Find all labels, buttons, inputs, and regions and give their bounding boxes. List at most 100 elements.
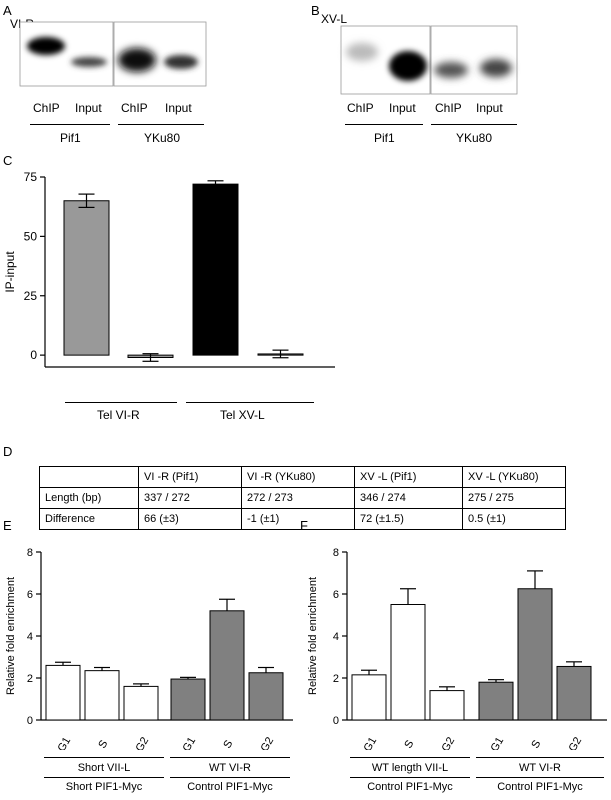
bar <box>429 690 465 721</box>
band-b-chip-pif1 <box>346 43 378 61</box>
panel-a-label: A <box>3 3 12 18</box>
group-line-a-2 <box>118 124 204 125</box>
lane-b-3: ChIP <box>435 101 462 115</box>
x-tick-label: S <box>402 738 416 750</box>
table-row: Length (bp) 337 / 272 272 / 273 346 / 27… <box>39 487 566 509</box>
band-a-chip-pif1 <box>27 37 65 55</box>
group-b-pif1: Pif1 <box>374 131 395 145</box>
y-axis-label: Relative fold enrichment <box>5 577 17 695</box>
x-tick-label: G2 <box>440 735 458 750</box>
table-cell: -1 (±1) <box>241 508 355 530</box>
bar <box>123 685 159 721</box>
bar <box>209 610 245 721</box>
panel-c-label: C <box>3 153 13 168</box>
group-e-line1-1: Short VII-L <box>77 762 131 774</box>
group-f-line2-2: Control PIF1-Myc <box>497 781 583 793</box>
group-line-c-1 <box>65 402 177 403</box>
bar <box>192 183 239 356</box>
group-e-line2-1: Short PIF1-Myc <box>65 781 143 793</box>
x-tick-label: G2 <box>567 735 585 750</box>
table-cell: 272 / 273 <box>241 487 355 509</box>
group-sep-e-1 <box>44 777 164 778</box>
bar <box>84 670 120 721</box>
group-c-tel-vir: Tel VI-R <box>97 408 140 422</box>
group-c-tel-xvl: Tel XV-L <box>220 408 265 422</box>
group-line-b-2 <box>431 124 517 125</box>
x-tick-label: G2 <box>259 735 277 750</box>
y-tick-label: 8 <box>27 547 33 559</box>
group-line-f-2 <box>476 757 604 758</box>
length-table: VI -R (Pif1) VI -R (YKu80) XV -L (Pif1) … <box>39 466 566 530</box>
group-sep-f-2 <box>476 777 604 778</box>
group-f-line2-1: Control PIF1-Myc <box>367 781 453 793</box>
table-cell: 346 / 274 <box>354 487 463 509</box>
bar <box>170 678 206 721</box>
group-e-line2-2: Control PIF1-Myc <box>187 781 273 793</box>
bar <box>63 200 110 356</box>
x-tick-label: G1 <box>489 735 507 750</box>
lane-a-4: Input <box>165 101 192 115</box>
y-tick-label: 4 <box>27 631 33 643</box>
bar <box>517 588 553 721</box>
y-tick-label: 0 <box>30 348 37 362</box>
bar <box>351 674 387 721</box>
group-line-f-1 <box>350 757 470 758</box>
y-axis-label: Relative fold enrichment <box>307 577 319 695</box>
panel-a-blot <box>19 21 207 87</box>
table-cell <box>39 466 139 488</box>
group-line-a-1 <box>30 124 110 125</box>
y-tick-label: 8 <box>333 547 339 559</box>
y-tick-label: 25 <box>24 289 38 303</box>
group-sep-f-1 <box>350 777 470 778</box>
bar <box>390 604 426 721</box>
x-tick-label: G1 <box>362 735 380 750</box>
y-axis-label: IP-input <box>3 251 17 293</box>
band-b-input-pif1 <box>389 51 427 81</box>
x-tick-label: G1 <box>56 735 74 750</box>
band-a-chip-yku80 <box>118 48 156 72</box>
table-cell: 275 / 275 <box>462 487 566 509</box>
group-f-line1-2: WT VI-R <box>519 762 561 774</box>
chart-f: 0 2 4 6 8 Relative fold enrichment G1 S G2 G1 S G2 <box>307 547 607 750</box>
y-tick-label: 4 <box>333 631 339 643</box>
table-cell: Difference <box>39 508 139 530</box>
table-row: Difference 66 (±3) -1 (±1) 72 (±1.5) 0.5… <box>39 508 566 530</box>
lane-b-4: Input <box>476 101 503 115</box>
table-cell: 337 / 272 <box>138 487 242 509</box>
y-tick-label: 50 <box>24 229 38 243</box>
x-tick-label: S <box>96 738 110 750</box>
bar <box>45 664 81 721</box>
bar <box>478 681 514 721</box>
y-tick-label: 6 <box>27 589 33 601</box>
group-line-b-1 <box>345 124 423 125</box>
x-tick-label: G1 <box>181 735 199 750</box>
lane-b-1: ChIP <box>347 101 374 115</box>
group-b-yku80: YKu80 <box>456 131 493 145</box>
lane-a-3: ChIP <box>121 101 148 115</box>
group-line-c-2 <box>186 402 314 403</box>
lane-a-1: ChIP <box>33 101 60 115</box>
x-tick-label: S <box>221 738 235 750</box>
bar <box>248 672 284 721</box>
panel-b-title: XV-L <box>321 12 348 26</box>
band-a-input-yku80 <box>164 55 198 69</box>
group-sep-e-2 <box>170 777 290 778</box>
panel-b-label: B <box>311 3 320 18</box>
table-cell: XV -L (Pif1) <box>354 466 463 488</box>
table-cell: VI -R (YKu80) <box>241 466 355 488</box>
panel-e-label: E <box>3 518 12 533</box>
y-tick-label: 75 <box>24 170 38 184</box>
group-a-yku80: YKu80 <box>144 131 181 145</box>
panel-d-label: D <box>3 444 13 459</box>
group-line-e-1 <box>44 757 164 758</box>
group-e-line1-2: WT VI-R <box>209 762 251 774</box>
band-a-input-pif1 <box>71 57 107 67</box>
x-tick-label: G2 <box>134 735 152 750</box>
panel-f-label: F <box>300 518 308 533</box>
bar <box>556 665 592 721</box>
blot-b-frame-2 <box>430 25 518 95</box>
band-b-input-yku80 <box>480 59 512 77</box>
table-cell: 66 (±3) <box>138 508 242 530</box>
lane-b-2: Input <box>389 101 416 115</box>
